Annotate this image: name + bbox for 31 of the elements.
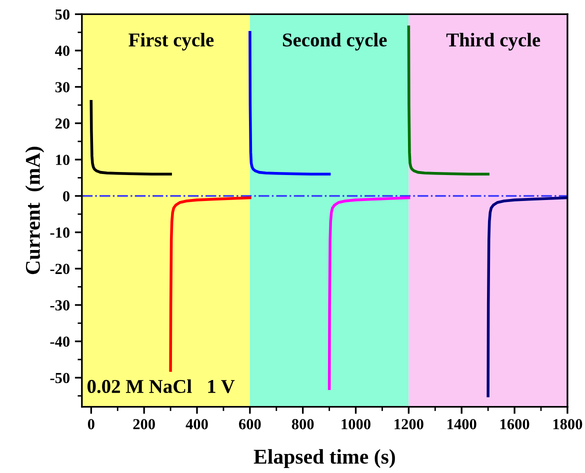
y-tick-label: -40 [50,336,70,347]
band-label: Second cycle [282,32,387,51]
y-tick-label: 10 [56,154,70,166]
x-tick-label: 1200 [394,419,424,430]
x-tick-label: 1400 [448,419,476,430]
line-series [90,100,172,176]
y-tick-label: 40 [55,46,70,56]
y-tick-label: -10 [50,227,70,238]
y-tick-label: 50 [55,9,70,20]
y-tick-label: 30 [55,82,70,92]
y-tick-label: -20 [50,264,70,274]
band-label: First cycle [128,32,214,51]
line-series [169,196,252,372]
y-tick-label: -50 [50,372,70,384]
annotation: 0.02 M NaCl 1 V [87,379,235,394]
x-tick-label: 400 [186,419,208,430]
x-tick-label: 0 [88,419,94,430]
x-tick-label: 800 [292,419,314,430]
x-tick-label: 600 [238,419,261,430]
x-tick-label: 1800 [553,419,582,430]
line-series [486,196,568,398]
x-tick-label: 1000 [342,419,370,430]
x-tick-label: 1600 [500,419,530,430]
band-label: Third cycle [446,32,540,51]
y-tick-label: 0 [63,191,70,202]
y-tick-label: 20 [55,118,70,129]
x-axis-title: Elapsed time (s) [254,449,395,468]
x-tick-label: 200 [133,419,155,430]
y-tick-label: -30 [50,300,70,310]
y-axis-title: Current (mA) [25,146,44,274]
line-series [328,196,410,390]
